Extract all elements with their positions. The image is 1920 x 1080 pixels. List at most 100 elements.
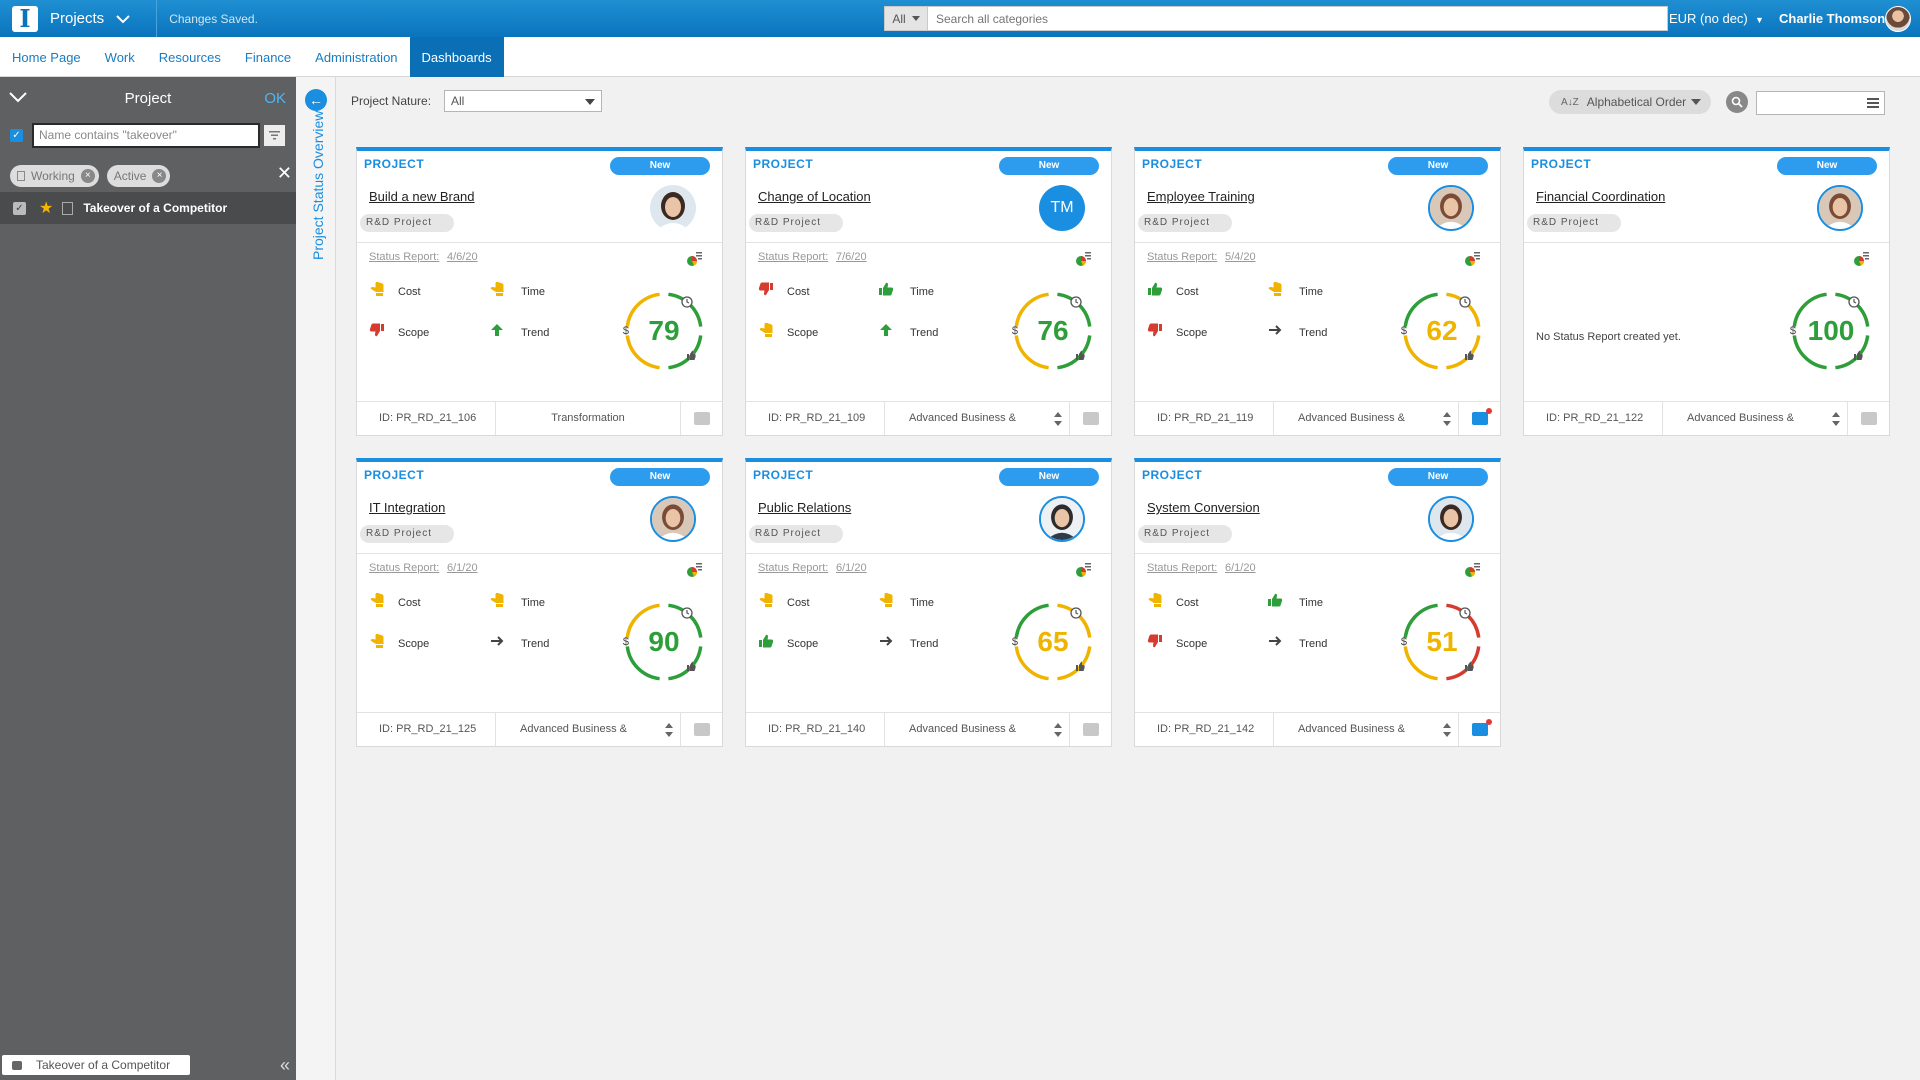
status-report-link[interactable]: Status Report: xyxy=(369,251,440,263)
status-badge[interactable]: New xyxy=(1388,468,1488,486)
search-button[interactable] xyxy=(1726,91,1748,113)
status-badge[interactable]: New xyxy=(610,157,710,175)
avatar[interactable] xyxy=(1817,185,1863,231)
stepper-icon[interactable] xyxy=(1054,722,1062,738)
comments-button[interactable] xyxy=(1459,402,1500,435)
project-card[interactable]: PROJECT New Change of Location R&D Project T… xyxy=(745,147,1112,436)
chart-settings-icon[interactable] xyxy=(1464,562,1480,578)
project-category[interactable]: Advanced Business & xyxy=(1274,402,1459,435)
status-badge[interactable]: New xyxy=(999,157,1099,175)
stepper-icon[interactable] xyxy=(1443,411,1451,427)
open-item-tab[interactable]: Takeover of a Competitor xyxy=(2,1055,190,1075)
status-report-date[interactable]: 6/1/20 xyxy=(1225,562,1256,574)
filter-checkbox[interactable]: ✓ xyxy=(10,128,23,142)
status-report-date[interactable]: 5/4/20 xyxy=(1225,251,1256,263)
status-report-date[interactable]: 7/6/20 xyxy=(836,251,867,263)
filter-options-button[interactable] xyxy=(264,124,285,146)
app-title[interactable]: Projects xyxy=(50,10,105,27)
chart-settings-icon[interactable] xyxy=(1464,251,1480,267)
clear-filters-icon[interactable]: ✕ xyxy=(276,163,292,183)
project-category[interactable]: Advanced Business & xyxy=(496,713,681,746)
project-category[interactable]: Advanced Business & xyxy=(885,402,1070,435)
project-title[interactable]: Build a new Brand xyxy=(369,189,475,204)
project-category[interactable]: Advanced Business & xyxy=(1663,402,1848,435)
ok-button[interactable]: OK xyxy=(264,89,286,107)
tab-home-page[interactable]: Home Page xyxy=(12,49,81,65)
stepper-icon[interactable] xyxy=(665,722,673,738)
chip-working[interactable]: Working × xyxy=(10,165,99,187)
comments-button[interactable] xyxy=(681,402,722,435)
avatar[interactable] xyxy=(1428,496,1474,542)
user-avatar[interactable] xyxy=(1885,6,1911,32)
chart-settings-icon[interactable] xyxy=(686,562,702,578)
user-name[interactable]: Charlie Thomson xyxy=(1779,11,1886,26)
status-report-link[interactable]: Status Report: xyxy=(369,562,440,574)
comments-button[interactable] xyxy=(1070,713,1111,746)
tab-dashboards[interactable]: Dashboards xyxy=(409,37,504,77)
quick-filter-input[interactable] xyxy=(1756,91,1885,115)
sort-order-select[interactable]: A↓Z Alphabetical Order xyxy=(1549,90,1711,114)
comments-button[interactable] xyxy=(1070,402,1111,435)
project-card[interactable]: PROJECT New Financial Coordination R&D Proj… xyxy=(1523,147,1890,436)
status-badge[interactable]: New xyxy=(1777,157,1877,175)
avatar[interactable] xyxy=(650,496,696,542)
star-icon[interactable]: ★ xyxy=(39,200,54,217)
chart-settings-icon[interactable] xyxy=(686,251,702,267)
status-report-link[interactable]: Status Report: xyxy=(758,562,829,574)
search-input[interactable] xyxy=(928,6,1668,31)
stepper-icon[interactable] xyxy=(1832,411,1840,427)
stepper-icon[interactable] xyxy=(1054,411,1062,427)
search-scope-dropdown[interactable]: All xyxy=(884,6,928,31)
project-card[interactable]: PROJECT New Public Relations R&D Project Sta… xyxy=(745,458,1112,747)
chart-settings-icon[interactable] xyxy=(1075,562,1091,578)
status-badge[interactable]: New xyxy=(610,468,710,486)
list-item[interactable]: ✓ ★ Takeover of a Competitor xyxy=(0,192,296,224)
project-title[interactable]: IT Integration xyxy=(369,500,446,515)
project-card[interactable]: PROJECT New Build a new Brand R&D Project St… xyxy=(356,147,723,436)
filter-input[interactable]: Name contains "takeover" xyxy=(32,122,260,148)
project-title[interactable]: Change of Location xyxy=(758,189,871,204)
chevron-down-icon[interactable] xyxy=(116,12,130,26)
remove-chip-icon[interactable]: × xyxy=(80,169,95,183)
tab-administration[interactable]: Administration xyxy=(315,49,398,65)
project-nature-select[interactable]: All xyxy=(444,90,602,112)
status-report-date[interactable]: 4/6/20 xyxy=(447,251,478,263)
status-report-date[interactable]: 6/1/20 xyxy=(447,562,478,574)
menu-icon[interactable] xyxy=(1867,98,1879,108)
stepper-icon[interactable] xyxy=(1443,722,1451,738)
project-card[interactable]: PROJECT New Employee Training R&D Project St… xyxy=(1134,147,1501,436)
app-logo[interactable]: I xyxy=(12,4,38,33)
comments-button[interactable] xyxy=(681,713,722,746)
project-title[interactable]: Public Relations xyxy=(758,500,852,515)
status-report-date[interactable]: 6/1/20 xyxy=(836,562,867,574)
tab-resources[interactable]: Resources xyxy=(158,49,221,65)
chevron-down-icon[interactable] xyxy=(8,90,28,104)
status-badge[interactable]: New xyxy=(999,468,1099,486)
chart-settings-icon[interactable] xyxy=(1075,251,1091,267)
status-report-link[interactable]: Status Report: xyxy=(1147,251,1218,263)
project-card[interactable]: PROJECT New System Conversion R&D Project St… xyxy=(1134,458,1501,747)
status-report-link[interactable]: Status Report: xyxy=(758,251,829,263)
project-title[interactable]: System Conversion xyxy=(1147,500,1260,515)
project-title[interactable]: Financial Coordination xyxy=(1536,189,1666,204)
status-report-link[interactable]: Status Report: xyxy=(1147,562,1218,574)
project-card[interactable]: PROJECT New IT Integration R&D Project Statu… xyxy=(356,458,723,747)
project-title[interactable]: Employee Training xyxy=(1147,189,1255,204)
comments-button[interactable] xyxy=(1459,713,1500,746)
avatar[interactable]: TM xyxy=(1039,185,1085,231)
currency-selector[interactable]: EUR (no dec) ▼ xyxy=(1669,11,1764,26)
avatar[interactable] xyxy=(1039,496,1085,542)
avatar[interactable] xyxy=(1428,185,1474,231)
avatar[interactable] xyxy=(650,185,696,231)
item-checkbox[interactable]: ✓ xyxy=(13,201,26,215)
project-category[interactable]: Advanced Business & xyxy=(1274,713,1459,746)
tab-work[interactable]: Work xyxy=(104,49,135,65)
collapse-panel-icon[interactable]: « xyxy=(279,1054,290,1075)
status-badge[interactable]: New xyxy=(1388,157,1488,175)
remove-chip-icon[interactable]: × xyxy=(152,169,167,183)
project-category[interactable]: Advanced Business & xyxy=(885,713,1070,746)
back-arrow-icon[interactable]: ← xyxy=(305,89,327,111)
tab-finance[interactable]: Finance xyxy=(244,49,292,65)
chart-settings-icon[interactable] xyxy=(1853,251,1869,267)
comments-button[interactable] xyxy=(1848,402,1889,435)
